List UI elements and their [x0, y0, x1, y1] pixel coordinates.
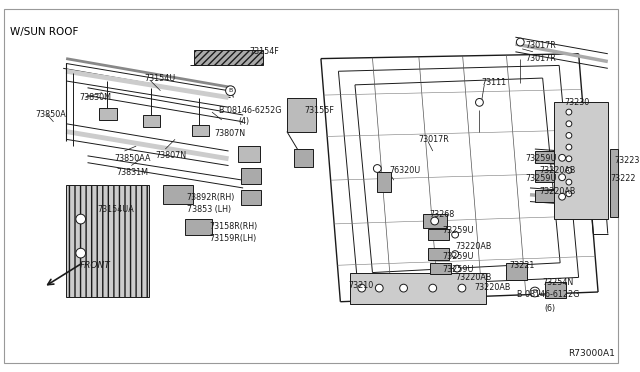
- Circle shape: [452, 251, 458, 257]
- Text: B: B: [532, 289, 537, 295]
- Bar: [294, 149, 313, 167]
- Circle shape: [530, 287, 540, 297]
- Text: 73220AB: 73220AB: [455, 273, 492, 282]
- Text: 73158R(RH): 73158R(RH): [209, 222, 257, 231]
- Circle shape: [566, 156, 572, 162]
- Bar: [185, 219, 212, 235]
- Text: B: B: [228, 88, 232, 93]
- Circle shape: [559, 193, 566, 200]
- Bar: [428, 248, 449, 260]
- Text: 73154U: 73154U: [144, 74, 175, 83]
- Bar: [195, 50, 262, 65]
- Circle shape: [559, 174, 566, 181]
- Text: 73850A: 73850A: [35, 109, 66, 119]
- Text: 76320U: 76320U: [389, 166, 420, 175]
- Bar: [428, 229, 449, 240]
- Circle shape: [566, 109, 572, 115]
- Bar: [238, 146, 260, 162]
- Text: 73259U: 73259U: [525, 154, 557, 163]
- Bar: [378, 172, 391, 192]
- Circle shape: [476, 99, 483, 106]
- Text: (4): (4): [238, 117, 250, 126]
- Text: 73230: 73230: [564, 98, 589, 107]
- Text: 73221: 73221: [509, 261, 535, 270]
- Circle shape: [566, 121, 572, 127]
- Text: 73017R: 73017R: [418, 135, 449, 144]
- Text: 73155F: 73155F: [305, 106, 334, 115]
- Text: W/SUN ROOF: W/SUN ROOF: [10, 26, 78, 36]
- Text: 73222: 73222: [611, 174, 636, 183]
- Text: 73259U: 73259U: [525, 174, 557, 183]
- Text: R73000A1: R73000A1: [568, 349, 614, 358]
- Circle shape: [429, 284, 436, 292]
- Text: 73111: 73111: [481, 78, 506, 87]
- Circle shape: [566, 132, 572, 138]
- Text: 73850AA: 73850AA: [115, 154, 151, 163]
- Text: 73831M: 73831M: [116, 168, 148, 177]
- Bar: [163, 185, 193, 205]
- Text: 73259U: 73259U: [442, 251, 474, 260]
- Circle shape: [373, 164, 381, 172]
- Circle shape: [566, 179, 572, 185]
- Text: 73220AB: 73220AB: [475, 283, 511, 292]
- Text: 73220AB: 73220AB: [455, 242, 492, 251]
- Circle shape: [431, 217, 438, 225]
- Bar: [66, 185, 148, 297]
- Text: B 08146-6252G: B 08146-6252G: [219, 106, 282, 115]
- Text: 73017R: 73017R: [525, 41, 556, 51]
- Text: 73830M: 73830M: [80, 93, 112, 102]
- Bar: [241, 190, 260, 205]
- Text: 73220AB: 73220AB: [540, 166, 576, 175]
- Circle shape: [226, 86, 236, 96]
- Circle shape: [566, 167, 572, 173]
- Text: 73254N: 73254N: [543, 278, 574, 287]
- Text: 73807N: 73807N: [156, 151, 187, 160]
- Circle shape: [358, 284, 365, 292]
- Circle shape: [452, 231, 458, 238]
- Text: 73154UA: 73154UA: [97, 205, 134, 214]
- Text: 73259U: 73259U: [442, 226, 474, 235]
- Circle shape: [76, 248, 86, 258]
- Text: 73220AB: 73220AB: [540, 187, 576, 196]
- Bar: [545, 282, 566, 298]
- Text: (6): (6): [545, 304, 556, 313]
- Text: B 08146-6122G: B 08146-6122G: [517, 291, 580, 299]
- Text: 73017R: 73017R: [525, 54, 556, 63]
- Bar: [99, 108, 116, 120]
- Bar: [535, 170, 554, 182]
- Bar: [535, 151, 554, 163]
- Text: 73259U: 73259U: [442, 265, 474, 274]
- Circle shape: [376, 284, 383, 292]
- Circle shape: [400, 284, 408, 292]
- Circle shape: [76, 214, 86, 224]
- Bar: [506, 263, 527, 280]
- Bar: [191, 125, 209, 137]
- Text: FRONT: FRONT: [80, 261, 111, 270]
- Bar: [241, 169, 260, 184]
- Circle shape: [458, 284, 466, 292]
- Bar: [287, 97, 316, 132]
- Text: 73223: 73223: [614, 156, 640, 165]
- Bar: [350, 273, 486, 304]
- Circle shape: [559, 154, 566, 161]
- Text: 73892R(RH): 73892R(RH): [187, 193, 235, 202]
- Bar: [535, 190, 554, 202]
- Text: 73853 (LH): 73853 (LH): [187, 205, 231, 214]
- Text: 73154F: 73154F: [249, 47, 278, 56]
- Text: 73807N: 73807N: [214, 129, 245, 138]
- Bar: [610, 149, 618, 217]
- Text: 73159R(LH): 73159R(LH): [209, 234, 257, 243]
- Text: 73268: 73268: [430, 210, 455, 219]
- Bar: [430, 263, 451, 275]
- Bar: [423, 214, 447, 228]
- Circle shape: [566, 191, 572, 197]
- Text: 73210: 73210: [348, 281, 373, 290]
- Bar: [143, 115, 161, 127]
- Circle shape: [454, 265, 460, 272]
- Circle shape: [516, 38, 524, 46]
- Circle shape: [566, 144, 572, 150]
- Bar: [554, 102, 608, 219]
